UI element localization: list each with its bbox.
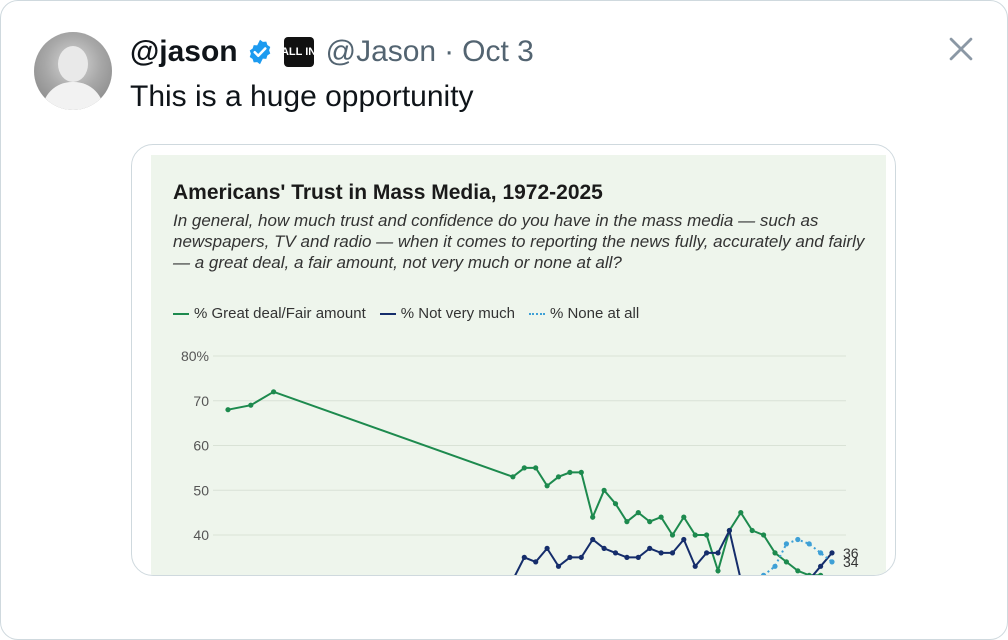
avatar[interactable] [34, 32, 112, 110]
legend-item-great-deal: % Great deal/Fair amount [173, 305, 366, 322]
legend-swatch-great-deal [173, 312, 189, 315]
data-point [772, 550, 778, 556]
data-point [225, 407, 231, 413]
tweet-action-bar [0, 590, 1008, 608]
avatar-shoulders-shape [42, 82, 104, 110]
data-point [704, 532, 710, 538]
data-point [658, 514, 664, 520]
series-line-0 [227, 390, 822, 575]
data-point [669, 532, 676, 538]
end-value-label: 34 [843, 554, 859, 570]
data-point [544, 545, 550, 551]
data-point [248, 402, 254, 408]
data-point [806, 541, 812, 547]
data-point [761, 572, 767, 575]
data-point [590, 536, 596, 543]
user-handle[interactable]: @Jason [325, 35, 437, 68]
avatar-head-shape [58, 46, 88, 82]
chart-background [151, 155, 886, 575]
data-point [783, 541, 790, 547]
data-point [590, 514, 596, 520]
data-point [795, 568, 801, 574]
data-point [271, 389, 277, 395]
data-point [544, 483, 550, 489]
y-tick-label: 70 [193, 393, 209, 409]
y-tick-label: 80% [181, 348, 209, 364]
data-point [555, 474, 562, 480]
chart-subtitle: In general, how much trust and confidenc… [173, 211, 865, 272]
data-point [692, 563, 698, 569]
data-point [829, 550, 835, 556]
data-point [555, 563, 562, 569]
data-point [738, 510, 744, 516]
data-point [533, 559, 539, 565]
data-point [772, 563, 778, 569]
data-point [761, 532, 767, 538]
chart-legend: % Great deal/Fair amount % Not very much… [173, 305, 653, 322]
legend-item-not-very-much: % Not very much [379, 305, 515, 322]
data-point [715, 568, 721, 574]
end-value-label: 36 [843, 545, 859, 561]
data-point [635, 510, 641, 516]
data-point [612, 501, 619, 507]
data-point [612, 550, 619, 556]
data-point [818, 572, 824, 575]
data-point [647, 545, 653, 551]
data-point [795, 536, 801, 543]
data-point [715, 550, 721, 556]
data-point [749, 527, 755, 534]
legend-label-none-at-all: % None at all [549, 305, 640, 322]
data-point [647, 519, 653, 525]
data-point [624, 519, 630, 525]
data-point [567, 469, 573, 475]
data-point [658, 550, 664, 556]
close-icon[interactable] [944, 32, 978, 66]
data-point [726, 527, 733, 534]
separator-dot: · [444, 35, 455, 68]
data-point [806, 572, 812, 575]
legend-swatch-none-at-all [528, 312, 545, 315]
data-point [578, 469, 584, 475]
data-point [567, 554, 573, 560]
data-point [681, 536, 687, 543]
tweet-media-chart[interactable]: Americans' Trust in Mass Media, 1972-202… [131, 144, 896, 576]
legend-label-not-very-much: % Not very much [400, 305, 515, 322]
data-point [533, 465, 539, 471]
data-point [783, 559, 790, 565]
data-point [601, 545, 607, 551]
y-tick-label: 40 [193, 527, 209, 543]
data-point [510, 474, 516, 480]
verified-badge-icon[interactable] [246, 38, 274, 66]
chart-title: Americans' Trust in Mass Media, 1972-202… [173, 181, 603, 204]
data-point [704, 550, 710, 556]
data-point [692, 532, 698, 538]
legend-swatch-not-very-much [379, 312, 396, 315]
y-tick-label: 60 [193, 438, 209, 454]
data-point [669, 550, 676, 556]
tweet-header: @jason ALL IN @Jason · Oct 3 [130, 30, 534, 74]
data-point [829, 559, 835, 565]
data-point [635, 554, 641, 560]
data-point [818, 550, 824, 556]
data-point [681, 514, 687, 520]
data-point [521, 554, 527, 560]
display-name[interactable]: @jason [130, 35, 238, 68]
tweet-date[interactable]: Oct 3 [462, 35, 534, 68]
data-point [624, 554, 630, 560]
y-tick-label: 50 [193, 482, 209, 498]
series-line-2 [762, 538, 833, 575]
legend-item-none-at-all: % None at all [528, 305, 640, 322]
tweet-text: This is a huge opportunity [130, 80, 474, 113]
affiliate-badge-text: ALL IN [280, 45, 317, 58]
data-point [521, 465, 527, 471]
legend-label-great-deal: % Great deal/Fair amount [194, 305, 366, 322]
affiliate-badge-icon[interactable]: ALL IN [280, 37, 317, 67]
data-point [578, 554, 584, 560]
data-point [601, 487, 607, 493]
data-point [818, 563, 824, 569]
